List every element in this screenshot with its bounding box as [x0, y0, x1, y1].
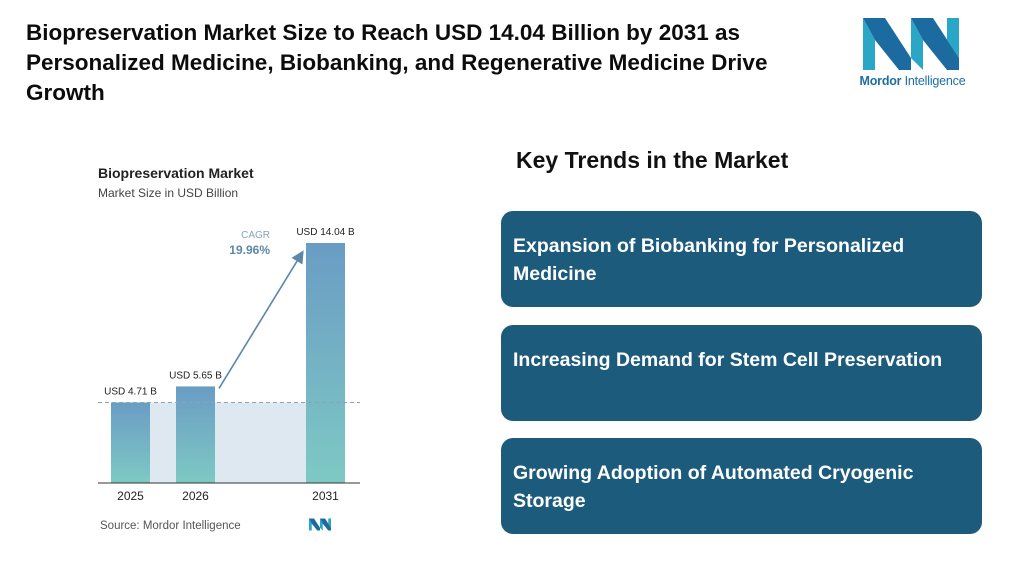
mordor-mini-logo-icon	[309, 518, 331, 531]
data-label-2026: USD 5.65 B	[169, 370, 222, 381]
x-tick-label-2026: 2026	[182, 489, 209, 503]
bar-2026	[176, 386, 215, 483]
x-tick-label-2025: 2025	[117, 489, 144, 503]
mordor-intelligence-logo: Mordor Intelligence	[855, 18, 970, 98]
cagr-arrow	[218, 250, 304, 389]
key-trends-title: Key Trends in the Market	[516, 147, 789, 173]
trend-card-biobanking: Expansion of Biobanking for Personalized…	[501, 211, 982, 307]
data-label-2025: USD 4.71 B	[104, 386, 157, 397]
trend-card-cryogenic-storage: Growing Adoption of Automated Cryogenic …	[501, 438, 982, 534]
mordor-logo-icon	[863, 18, 959, 70]
page-headline: Biopreservation Market Size to Reach USD…	[26, 20, 768, 105]
x-tick-label-2031: 2031	[312, 489, 339, 503]
chart-title: Biopreservation Market	[98, 165, 254, 181]
bar-2025	[111, 402, 150, 483]
logo-wordmark: Mordor Intelligence	[859, 74, 966, 88]
cagr-label: CAGR	[241, 230, 270, 241]
bar-chart: USD 4.71 B 2025 USD 5.65 B 2026 USD 14.04 B 2…	[98, 227, 360, 503]
data-label-2031: USD 14.04 B	[296, 227, 355, 238]
trend-card-stem-cell: Increasing Demand for Stem Cell Preserva…	[501, 325, 982, 421]
chart-source: Source: Mordor Intelligence	[100, 520, 241, 532]
cagr-value: 19.96%	[229, 243, 270, 257]
bar-2031	[306, 243, 345, 483]
trend-card-text: Increasing Demand for Stem Cell Preserva…	[513, 349, 943, 371]
chart-subtitle: Market Size in USD Billion	[98, 186, 239, 200]
trend-card-text: Growing Adoption of Automated Cryogenic …	[513, 462, 914, 512]
trend-card-text: Expansion of Biobanking for Personalized…	[513, 235, 905, 285]
